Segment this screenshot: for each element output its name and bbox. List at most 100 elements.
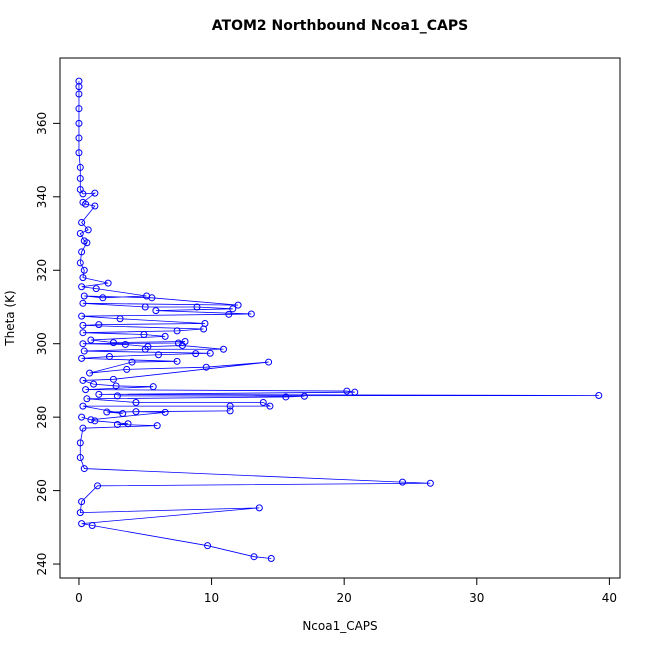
data-point <box>95 321 103 329</box>
data-point <box>173 357 181 365</box>
data-point <box>79 198 87 206</box>
data-point <box>91 189 99 197</box>
y-tick-label: 340 <box>35 185 49 208</box>
y-tick-label: 300 <box>35 332 49 355</box>
data-point <box>87 416 95 424</box>
data-point <box>112 382 120 390</box>
data-point <box>78 248 86 256</box>
plot-frame <box>59 57 621 579</box>
data-point <box>265 358 273 366</box>
data-point <box>92 285 100 293</box>
data-point <box>247 310 255 318</box>
data-point <box>75 90 83 98</box>
data-point <box>76 509 84 517</box>
data-point <box>78 498 86 506</box>
data-point <box>109 339 117 347</box>
data-point <box>124 420 132 428</box>
data-point <box>79 424 87 432</box>
data-point <box>94 482 102 490</box>
data-point <box>113 392 121 400</box>
x-tick-label: 30 <box>469 591 484 605</box>
data-point <box>75 77 83 85</box>
data-point <box>76 185 84 193</box>
data-point <box>255 504 263 512</box>
data-point <box>103 408 111 416</box>
data-point <box>75 119 83 127</box>
y-tick-label: 360 <box>35 112 49 135</box>
data-point <box>250 553 258 561</box>
data-point <box>595 391 603 399</box>
data-point <box>149 383 157 391</box>
data-point <box>161 408 169 416</box>
data-point <box>226 407 234 415</box>
data-point <box>267 555 275 563</box>
data-point <box>79 321 87 329</box>
data-point <box>226 402 234 410</box>
data-point <box>140 331 148 339</box>
data-point <box>87 336 95 344</box>
data-point <box>79 299 87 307</box>
data-point <box>78 312 86 320</box>
data-point <box>192 350 200 358</box>
data-point <box>144 343 152 351</box>
y-tick-label: 260 <box>35 479 49 502</box>
data-point <box>88 521 96 529</box>
data-point <box>79 329 87 337</box>
data-point <box>80 347 88 355</box>
y-tick-label: 320 <box>35 259 49 282</box>
data-point <box>90 380 98 388</box>
x-tick-label: 0 <box>75 591 83 605</box>
data-point <box>76 439 84 447</box>
data-point <box>229 305 237 313</box>
data-point <box>123 365 131 373</box>
data-point <box>78 283 86 291</box>
data-point <box>76 259 84 267</box>
x-tick-label: 20 <box>337 591 352 605</box>
data-point <box>80 266 88 274</box>
data-point <box>119 409 127 417</box>
data-point <box>155 351 163 359</box>
data-point <box>234 301 242 309</box>
data-point <box>79 376 87 384</box>
data-point <box>78 219 86 227</box>
data-point <box>91 202 99 210</box>
data-point <box>91 417 99 425</box>
y-axis-label: Theta (K) <box>3 290 17 346</box>
data-point <box>173 327 181 335</box>
data-point <box>121 340 129 348</box>
data-point <box>76 454 84 462</box>
data-point <box>76 163 84 171</box>
data-point <box>153 422 161 430</box>
data-point <box>83 395 91 403</box>
data-point <box>426 479 434 487</box>
x-tick-label: 40 <box>602 591 617 605</box>
data-point <box>80 292 88 300</box>
data-point <box>225 310 233 318</box>
data-point <box>79 340 87 348</box>
data-point <box>76 230 84 238</box>
data-point <box>79 274 87 282</box>
data-point <box>80 237 88 245</box>
data-point <box>78 520 86 528</box>
data-line <box>78 81 599 559</box>
data-point <box>75 134 83 142</box>
data-point <box>80 465 88 473</box>
data-point <box>141 303 149 311</box>
data-point <box>300 392 308 400</box>
data-point <box>99 294 107 302</box>
data-point <box>161 332 169 340</box>
data-point <box>220 345 228 353</box>
data-point <box>76 174 84 182</box>
data-point <box>399 478 407 486</box>
data-point <box>266 402 274 410</box>
chart-title: ATOM2 Northbound Ncoa1_CAPS <box>212 18 468 34</box>
data-point <box>143 292 151 300</box>
x-axis-label: Ncoa1_CAPS <box>302 619 377 633</box>
data-point <box>181 338 189 346</box>
data-point <box>351 388 359 396</box>
data-point <box>202 363 210 371</box>
data-point <box>116 315 124 323</box>
data-point <box>201 320 209 328</box>
data-point <box>95 390 103 398</box>
